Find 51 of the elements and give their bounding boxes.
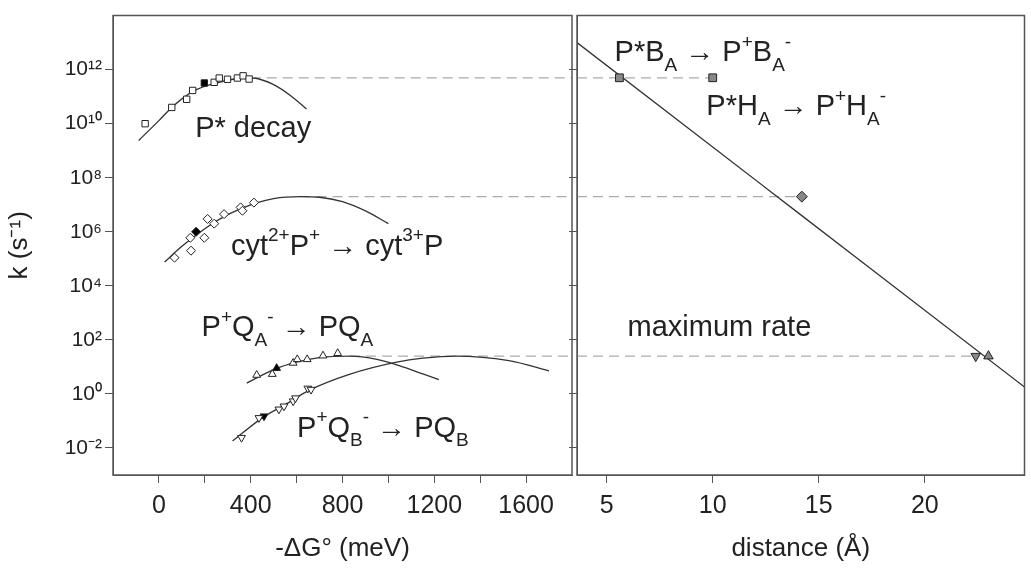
x-tick-label: 10: [698, 489, 727, 518]
point: [237, 434, 246, 443]
point: [292, 354, 302, 363]
x-tick-label: 20: [910, 489, 939, 518]
point: [254, 415, 264, 423]
point: [245, 75, 253, 83]
point: [333, 348, 343, 357]
y-tick-label: 10¹⁰: [64, 110, 102, 134]
point: [318, 350, 328, 359]
point: [188, 86, 197, 95]
x-tick-label: 1600: [498, 489, 554, 518]
point: [252, 370, 262, 378]
x-tick-label: 5: [599, 489, 614, 518]
annotation: maximum rate: [627, 309, 812, 342]
y-tick-label: 10⁰: [71, 380, 102, 404]
point: [141, 120, 149, 128]
y-tick-label: 10⁴: [69, 272, 102, 296]
y-tick-label: 10⁶: [69, 218, 102, 242]
point: [274, 406, 284, 415]
point: [279, 403, 289, 412]
x-tick-label: 0: [151, 489, 166, 518]
y-tick-label: 10¹²: [64, 56, 102, 80]
point: [267, 369, 277, 377]
point: [199, 232, 210, 243]
x-tick-label: 800: [321, 489, 364, 518]
point: [302, 354, 312, 363]
x-axis-title: distance (Å): [731, 531, 871, 562]
point: [209, 218, 220, 229]
x-tick-label: 1200: [406, 489, 463, 518]
x-tick-label: 15: [804, 489, 833, 518]
y-axis-title: k (s⁻¹): [2, 211, 33, 280]
point: [223, 75, 232, 83]
annotation: P* decay: [195, 111, 312, 144]
point: [186, 245, 197, 256]
point: [168, 103, 176, 112]
point: [239, 72, 247, 80]
point: [272, 363, 282, 371]
point: [182, 95, 191, 103]
point: [248, 197, 259, 208]
y-tick-label: 10⁻²: [64, 434, 102, 458]
point: [202, 213, 213, 224]
y-tick-label: 10⁸: [69, 164, 102, 188]
point: [200, 79, 209, 87]
point: [219, 209, 230, 220]
point: [191, 226, 202, 237]
x-tick-label: 400: [229, 489, 272, 518]
x-axis-title: -ΔG° (meV): [275, 531, 410, 562]
point: [215, 74, 223, 82]
y-tick-label: 10²: [71, 326, 102, 350]
point: [185, 232, 196, 243]
point: [169, 252, 180, 263]
